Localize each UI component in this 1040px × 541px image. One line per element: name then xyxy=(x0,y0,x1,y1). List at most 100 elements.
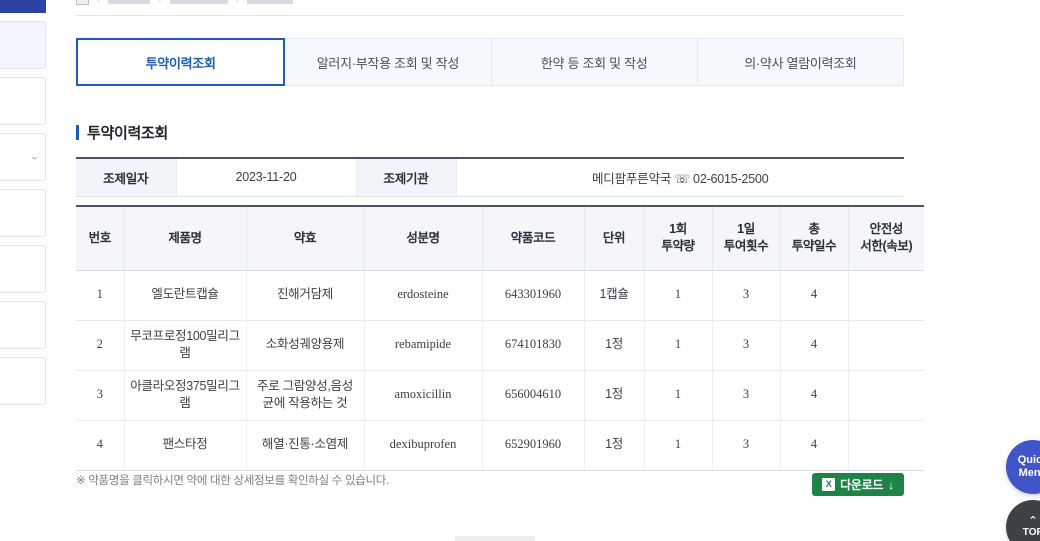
col-header-safety: 안전성 서한(속보) xyxy=(848,206,924,271)
cell-no: 4 xyxy=(76,420,125,471)
tab-herbal-medicine[interactable]: 한약 등 조회 및 작성 xyxy=(491,38,698,86)
breadcrumb-item-2[interactable] xyxy=(169,0,228,4)
cell-ingredient: erdosteine xyxy=(364,270,483,321)
excel-icon: X xyxy=(822,478,836,491)
cell-safety xyxy=(848,420,924,471)
tab-bar: 투약이력조회 알러지·부작용 조회 및 작성 한약 등 조회 및 작성 의·약사… xyxy=(76,38,904,86)
cell-dose-per-time: 1 xyxy=(644,320,713,371)
sidebar-item-5[interactable] xyxy=(0,245,46,293)
breadcrumb-separator-3: › xyxy=(236,0,239,5)
bottom-edge-strip xyxy=(455,536,535,541)
info-row: 조제일자 2023-11-20 조제기관 메디팜푸른약국 ☏ 02-6015-2… xyxy=(76,158,904,197)
page-title: 투약이력조회 xyxy=(76,122,168,143)
quick-menu-label-line1: Quick xyxy=(1017,453,1040,466)
cell-total-days: 4 xyxy=(780,320,849,371)
col-header-times-line1: 1일 xyxy=(737,222,755,237)
scroll-to-top-button[interactable]: ⌃ TOP xyxy=(1006,500,1040,541)
dispensing-org-value: 메디팜푸른약국 ☏ 02-6015-2500 xyxy=(456,158,904,197)
medication-history-table: 번호 제품명 약효 성분명 약품코드 단위 1회 xyxy=(76,205,924,471)
cell-dose-per-time: 1 xyxy=(644,270,713,321)
col-header-no: 번호 xyxy=(76,206,125,271)
breadcrumb-item-3 xyxy=(247,0,294,4)
tab-allergy-adverse[interactable]: 알러지·부작용 조회 및 작성 xyxy=(285,38,492,86)
header-divider xyxy=(76,15,904,16)
col-header-product-line1: 제품명 xyxy=(168,230,202,245)
col-header-unit: 단위 xyxy=(584,206,645,271)
download-arrow-icon: ↓ xyxy=(888,477,894,492)
cell-times-per-day: 3 xyxy=(712,320,781,371)
cell-code: 643301960 xyxy=(482,270,585,321)
cell-times-per-day: 3 xyxy=(712,370,781,421)
download-excel-button[interactable]: X 다운로드 ↓ xyxy=(812,473,904,496)
cell-code: 652901960 xyxy=(482,420,585,471)
cell-effect: 해열·진통·소염제 xyxy=(246,420,365,471)
cell-product[interactable]: 팬스타정 xyxy=(124,420,247,471)
col-header-dose-line1: 1회 xyxy=(669,222,687,237)
cell-total-days: 4 xyxy=(780,370,849,421)
col-header-effect: 약효 xyxy=(246,206,365,271)
cell-unit: 1정 xyxy=(584,420,645,471)
cell-times-per-day: 3 xyxy=(712,270,781,321)
cell-ingredient: amoxicillin xyxy=(364,370,483,421)
dispensing-org-label: 조제기관 xyxy=(356,158,457,197)
cell-effect: 진해거담제 xyxy=(246,270,365,321)
table-row: 3 아클라오정375밀리그램 주로 그람양성,음성균에 작용하는 것 amoxi… xyxy=(76,370,924,421)
quick-menu-label-line2: Menu xyxy=(1018,467,1040,479)
cell-code: 656004610 xyxy=(482,370,585,421)
col-header-code-line1: 약품코드 xyxy=(510,230,556,245)
col-header-unit-line1: 단위 xyxy=(602,230,626,245)
cell-unit: 1캡슐 xyxy=(584,270,645,321)
cell-effect: 소화성궤양용제 xyxy=(246,320,365,371)
col-header-times-per-day: 1일 투여횟수 xyxy=(712,206,781,271)
chevron-down-icon: ⌄ xyxy=(29,150,39,163)
sidebar-item-3-expandable[interactable]: ⌄ xyxy=(0,133,46,181)
sidebar-item-7[interactable]: 확인 xyxy=(0,357,46,405)
cell-product[interactable]: 아클라오정375밀리그램 xyxy=(124,370,247,421)
cell-dose-per-time: 1 xyxy=(644,420,713,471)
download-button-label: 다운로드 xyxy=(840,478,884,492)
col-header-total-days: 총 투약일수 xyxy=(780,206,849,271)
sidebar-top-bar xyxy=(0,0,46,13)
col-header-ingredient: 성분명 xyxy=(364,206,483,271)
breadcrumb-separator-2: › xyxy=(158,0,161,5)
col-header-dose-per-time: 1회 투약량 xyxy=(644,206,713,271)
cell-unit: 1정 xyxy=(584,320,645,371)
page-title-text: 투약이력조회 xyxy=(87,125,169,142)
tab-viewing-history[interactable]: 의·약사 열람이력조회 xyxy=(697,38,904,86)
cell-safety xyxy=(848,320,924,371)
home-icon[interactable] xyxy=(76,0,89,5)
table-row: 1 엘도란트캡슐 진해거담제 erdosteine 643301960 1캡슐 … xyxy=(76,270,924,321)
cell-no: 2 xyxy=(76,320,125,371)
cell-safety xyxy=(848,370,924,421)
cell-unit: 1정 xyxy=(584,370,645,421)
col-header-ingredient-line1: 성분명 xyxy=(406,230,440,245)
dispensing-date-label: 조제일자 xyxy=(76,158,177,197)
col-header-no-line1: 번호 xyxy=(88,230,112,245)
cell-effect: 주로 그람양성,음성균에 작용하는 것 xyxy=(246,370,365,421)
tab-medication-history[interactable]: 투약이력조회 xyxy=(76,38,286,86)
sidebar-item-1[interactable] xyxy=(0,21,46,69)
cell-product[interactable]: 무코프로정100밀리그램 xyxy=(124,320,247,371)
table-row: 2 무코프로정100밀리그램 소화성궤양용제 rebamipide 674101… xyxy=(76,320,924,371)
col-header-safety-line1: 안전성 xyxy=(869,222,904,237)
dispensing-date-value: 2023-11-20 xyxy=(176,158,357,197)
table-row: 4 팬스타정 해열·진통·소염제 dexibuprofen 652901960 … xyxy=(76,420,924,471)
cell-no: 3 xyxy=(76,370,125,421)
breadcrumb-item-1[interactable] xyxy=(108,0,151,4)
sidebar-item-6[interactable] xyxy=(0,301,46,349)
col-header-times-line2: 투여횟수 xyxy=(723,239,769,254)
sidebar-item-2[interactable] xyxy=(0,77,46,125)
scroll-to-top-label: TOP xyxy=(1022,526,1040,538)
breadcrumb: › › › xyxy=(76,0,904,8)
cell-total-days: 4 xyxy=(780,420,849,471)
col-header-safety-line2: 서한(속보) xyxy=(860,239,913,254)
quick-menu-button[interactable]: Quick Menu xyxy=(1006,440,1040,494)
col-header-days-line1: 총 xyxy=(808,222,820,237)
title-accent-bar xyxy=(76,125,79,140)
sidebar-item-4[interactable] xyxy=(0,189,46,237)
cell-ingredient: dexibuprofen xyxy=(364,420,483,471)
dispensing-info-table: 조제일자 2023-11-20 조제기관 메디팜푸른약국 ☏ 02-6015-2… xyxy=(76,157,904,197)
cell-product[interactable]: 엘도란트캡슐 xyxy=(124,270,247,321)
col-header-days-line2: 투약일수 xyxy=(791,239,837,254)
